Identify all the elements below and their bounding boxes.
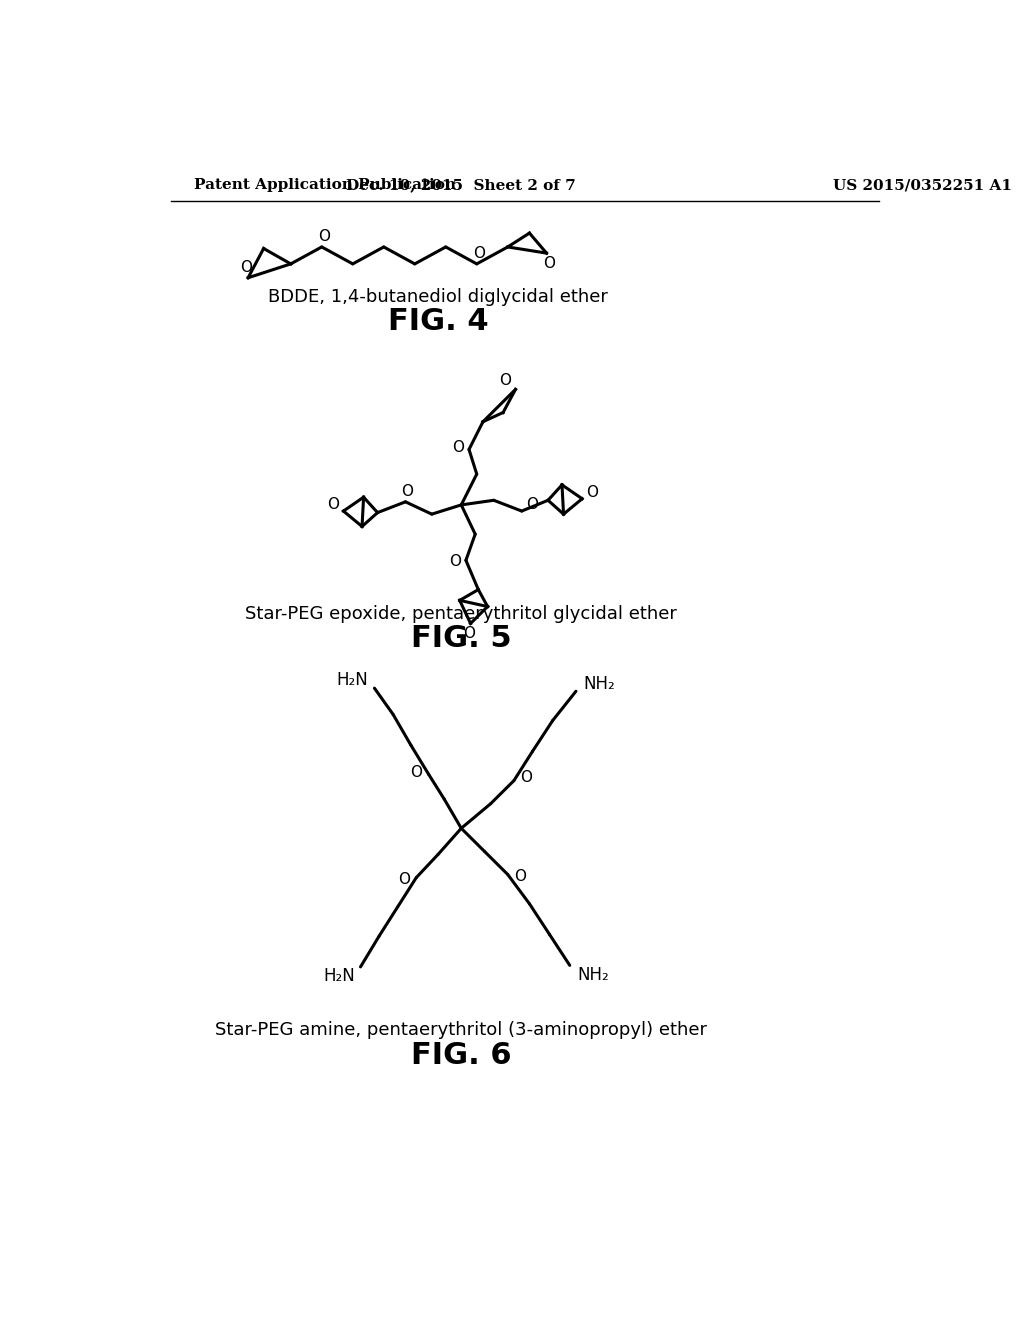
Text: O: O [450, 554, 461, 569]
Text: O: O [473, 247, 485, 261]
Text: NH₂: NH₂ [584, 675, 615, 693]
Text: BDDE, 1,4-butanediol diglycidal ether: BDDE, 1,4-butanediol diglycidal ether [268, 288, 608, 306]
Text: O: O [499, 374, 511, 388]
Text: Star-PEG amine, pentaerythritol (3-aminopropyl) ether: Star-PEG amine, pentaerythritol (3-amino… [215, 1022, 708, 1039]
Text: H₂N: H₂N [337, 672, 369, 689]
Text: FIG. 5: FIG. 5 [411, 624, 512, 653]
Text: NH₂: NH₂ [578, 966, 609, 983]
Text: O: O [543, 256, 555, 272]
Text: O: O [411, 766, 422, 780]
Text: O: O [398, 871, 410, 887]
Text: O: O [328, 498, 339, 512]
Text: Star-PEG epoxide, pentaerythritol glycidal ether: Star-PEG epoxide, pentaerythritol glycid… [246, 606, 677, 623]
Text: FIG. 4: FIG. 4 [388, 308, 488, 337]
Text: O: O [241, 260, 253, 276]
Text: US 2015/0352251 A1: US 2015/0352251 A1 [834, 178, 1013, 193]
Text: O: O [514, 869, 526, 883]
Text: O: O [526, 498, 539, 512]
Text: O: O [463, 626, 475, 642]
Text: O: O [401, 483, 413, 499]
Text: O: O [520, 770, 532, 785]
Text: O: O [586, 484, 598, 500]
Text: H₂N: H₂N [323, 968, 354, 985]
Text: O: O [318, 230, 330, 244]
Text: Dec. 10, 2015  Sheet 2 of 7: Dec. 10, 2015 Sheet 2 of 7 [346, 178, 577, 193]
Text: Patent Application Publication: Patent Application Publication [194, 178, 456, 193]
Text: O: O [453, 441, 464, 455]
Text: FIG. 6: FIG. 6 [411, 1041, 512, 1071]
